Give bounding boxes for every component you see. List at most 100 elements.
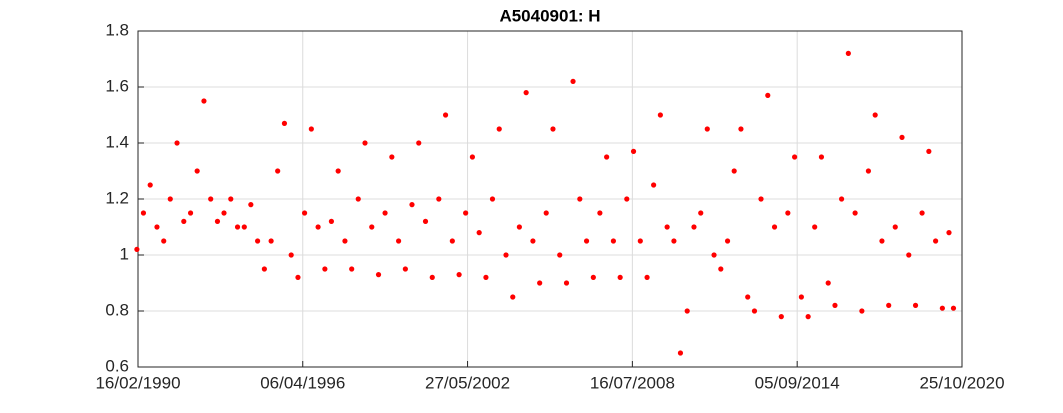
point xyxy=(496,126,502,132)
point xyxy=(751,308,758,314)
point xyxy=(765,92,771,98)
point xyxy=(604,154,610,160)
point xyxy=(798,294,804,300)
point xyxy=(805,314,811,320)
point xyxy=(838,196,845,202)
point xyxy=(624,196,630,202)
point xyxy=(946,230,952,236)
point xyxy=(436,196,442,202)
point xyxy=(583,238,590,244)
point xyxy=(704,126,710,132)
point xyxy=(489,196,496,202)
point xyxy=(214,218,221,224)
point xyxy=(308,126,314,132)
point xyxy=(442,112,449,118)
point xyxy=(362,140,368,146)
point xyxy=(147,182,153,188)
point xyxy=(463,210,469,216)
point xyxy=(510,294,516,300)
x-tick-label: 27/05/2002 xyxy=(425,373,510,392)
point xyxy=(281,120,288,126)
y-tick-label: 1 xyxy=(120,244,129,263)
point xyxy=(523,90,529,96)
point xyxy=(738,126,744,132)
point xyxy=(825,280,831,286)
point xyxy=(926,148,932,154)
x-tick-label: 16/02/1990 xyxy=(95,373,180,392)
point xyxy=(469,154,476,160)
point xyxy=(818,154,825,160)
point xyxy=(892,224,898,230)
point xyxy=(912,302,919,308)
point xyxy=(637,238,643,244)
point xyxy=(456,272,462,278)
point xyxy=(852,210,858,216)
x-tick-label: 05/09/2014 xyxy=(755,373,840,392)
point xyxy=(181,218,187,224)
point xyxy=(315,224,321,230)
point xyxy=(154,224,160,230)
point xyxy=(557,252,563,258)
point xyxy=(577,196,583,202)
point xyxy=(906,252,912,258)
point xyxy=(657,112,663,118)
y-tick-label: 1.2 xyxy=(105,188,129,207)
point xyxy=(550,126,556,132)
point xyxy=(429,274,435,280)
point xyxy=(617,274,623,280)
point xyxy=(899,134,905,140)
point xyxy=(950,305,957,311)
point xyxy=(261,266,267,272)
point xyxy=(845,50,851,57)
point xyxy=(597,210,603,216)
chart-title: A5040901: H xyxy=(499,6,600,25)
point xyxy=(301,210,308,216)
point xyxy=(355,196,361,202)
point xyxy=(134,246,140,252)
point xyxy=(570,78,576,84)
point xyxy=(516,224,522,230)
point xyxy=(771,224,778,230)
point xyxy=(409,202,415,208)
point xyxy=(255,238,261,244)
point xyxy=(731,168,737,174)
point xyxy=(369,224,375,230)
point xyxy=(691,224,697,230)
point xyxy=(228,196,234,202)
point xyxy=(530,238,536,244)
point xyxy=(886,302,892,308)
x-tick-label: 16/07/2008 xyxy=(590,373,675,392)
point xyxy=(208,196,214,202)
point xyxy=(335,168,341,174)
point xyxy=(872,112,878,118)
y-tick-label: 0.6 xyxy=(105,356,129,375)
point xyxy=(664,224,670,230)
point xyxy=(677,350,684,356)
point xyxy=(785,210,791,216)
point xyxy=(933,238,939,244)
x-tick-label: 06/04/1996 xyxy=(260,373,345,392)
point xyxy=(396,238,402,244)
point xyxy=(201,98,207,104)
plot-frame xyxy=(137,30,963,368)
point xyxy=(161,238,167,244)
point xyxy=(382,210,388,216)
y-tick-label: 1.8 xyxy=(105,20,129,39)
point xyxy=(140,210,147,216)
point xyxy=(234,224,241,230)
point xyxy=(590,274,596,280)
point xyxy=(416,140,422,146)
y-tick-label: 1.4 xyxy=(105,132,129,151)
point xyxy=(778,314,784,320)
point xyxy=(758,196,764,202)
point xyxy=(194,168,200,174)
point xyxy=(711,252,717,258)
point xyxy=(724,238,731,244)
point xyxy=(241,224,247,230)
point xyxy=(644,274,650,280)
point xyxy=(865,168,872,174)
point xyxy=(503,252,509,258)
point xyxy=(328,218,335,224)
point xyxy=(812,224,818,230)
